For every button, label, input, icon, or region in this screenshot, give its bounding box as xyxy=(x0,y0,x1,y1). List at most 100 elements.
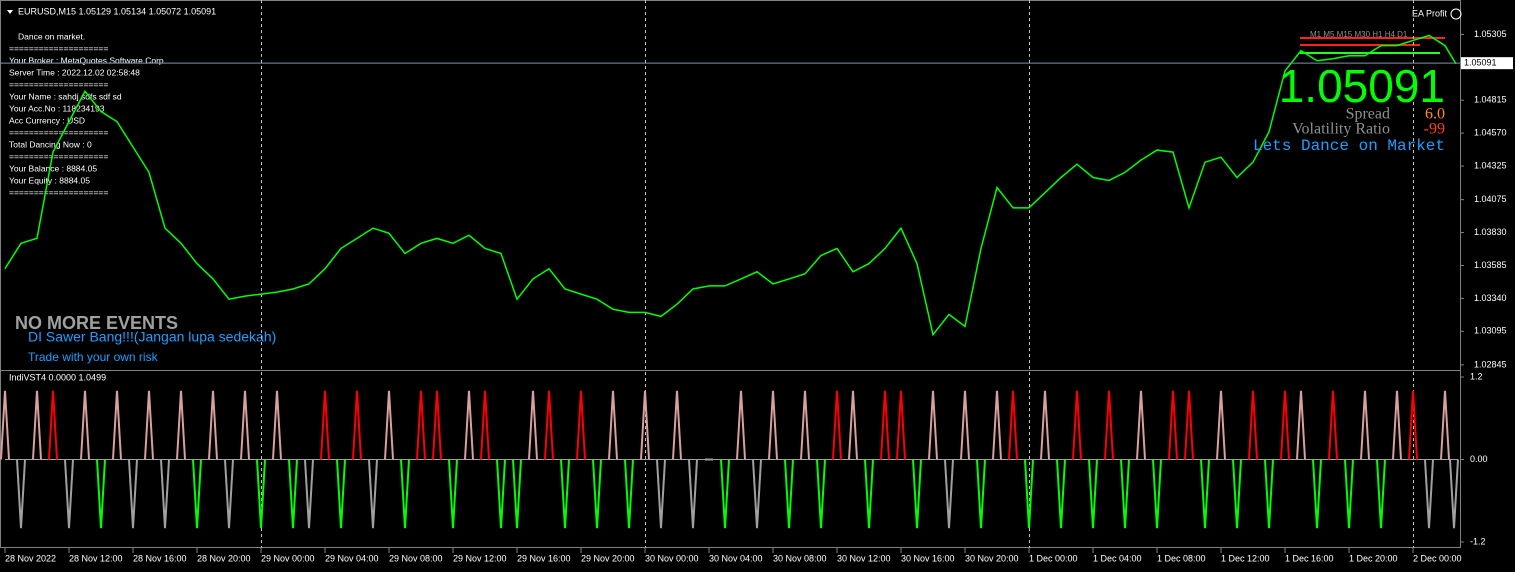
motto: Lets Dance on Market xyxy=(1253,137,1445,155)
x-tick-label: 28 Nov 16:00 xyxy=(133,553,187,563)
indicator-spike xyxy=(112,390,122,460)
info-line: Your Equity : 8884.05 xyxy=(9,175,90,185)
y-tick-label: 1.04570 xyxy=(1474,128,1507,138)
indicator-spike xyxy=(1312,459,1322,529)
indicator-spike xyxy=(1376,459,1386,529)
x-tick-label: 28 Nov 2022 xyxy=(5,553,56,563)
indicator-spike xyxy=(16,459,26,529)
x-tick-label: 30 Nov 00:00 xyxy=(645,553,699,563)
timeframes: M1 M5 M15 M30 H1 H4 D1 xyxy=(1310,30,1408,39)
indicator-spike xyxy=(1136,390,1146,460)
indicator-spike xyxy=(496,459,506,529)
indicator-spike xyxy=(656,459,666,529)
header: EURUSD,M15 1.05129 1.05134 1.05072 1.050… xyxy=(18,6,216,16)
indicator-spike xyxy=(480,390,490,460)
indicator-spike xyxy=(1264,459,1274,529)
indicator-spike xyxy=(192,459,202,529)
risk: Trade with your own risk xyxy=(28,350,159,364)
info-line: Your Broker : MetaQuotes Software Corp. xyxy=(9,55,166,65)
x-tick-label: 29 Nov 04:00 xyxy=(325,553,379,563)
indicator-spike xyxy=(992,390,1002,460)
indicator-spike xyxy=(592,459,602,529)
indicator-spike xyxy=(624,459,634,529)
x-tick-label: 30 Nov 04:00 xyxy=(709,553,763,563)
indicator-spike xyxy=(80,390,90,460)
volatility-label: Volatility Ratio xyxy=(1292,121,1390,138)
x-tick-label: 28 Nov 20:00 xyxy=(197,553,251,563)
indicator-spike xyxy=(1328,390,1338,460)
indicator-spike xyxy=(1200,459,1210,529)
x-tick-label: 29 Nov 12:00 xyxy=(453,553,507,563)
indicator-spike xyxy=(1232,459,1242,529)
indicator-spike xyxy=(256,459,266,529)
volatility: -99 xyxy=(1424,121,1445,138)
x-tick-label: 30 Nov 20:00 xyxy=(965,553,1019,563)
indicator-spike xyxy=(1104,390,1114,460)
y-tick-label: 1.04325 xyxy=(1474,160,1507,170)
smiley xyxy=(1450,8,1462,20)
indicator-spike xyxy=(736,390,746,460)
last-price-label: 1.05091 xyxy=(1464,58,1497,68)
x-tick-label: 1 Dec 04:00 xyxy=(1093,553,1142,563)
indicator-spike xyxy=(832,390,842,460)
note: DI Sawer Bang!!!(Jangan lupa sedekah) xyxy=(28,329,276,345)
menu-arrow[interactable] xyxy=(7,10,13,14)
x-tick-label: 29 Nov 00:00 xyxy=(261,553,315,563)
x-tick-label: 29 Nov 20:00 xyxy=(581,553,635,563)
info-line: ==================== xyxy=(9,127,108,137)
y-tick-label: 1.03340 xyxy=(1474,293,1507,303)
indicator-spike xyxy=(448,459,458,529)
big-price: 1.05091 xyxy=(1279,60,1445,112)
x-tick-label: 1 Dec 12:00 xyxy=(1221,553,1270,563)
indicator-spike xyxy=(1296,390,1306,460)
indicator-spike xyxy=(416,390,426,460)
indicator-spike xyxy=(272,390,282,460)
y-tick-label: 1.2 xyxy=(1470,371,1483,381)
info-line: Total Dancing Now : 0 xyxy=(9,139,92,149)
info-line: Your Acc.No : 118234193 xyxy=(9,103,105,113)
indicator-spike xyxy=(1088,459,1098,529)
indicator-spike xyxy=(800,390,810,460)
indicator-spike xyxy=(1040,390,1050,460)
indicator-spike xyxy=(960,390,970,460)
y-tick-label: 1.04075 xyxy=(1474,194,1507,204)
indicator-spike xyxy=(320,390,330,460)
y-tick-label: -1.2 xyxy=(1470,536,1486,546)
indicator-spike xyxy=(816,459,826,529)
indicator-spike xyxy=(1024,459,1034,529)
indicator-spike xyxy=(1152,459,1162,529)
y-tick-label: 1.03095 xyxy=(1474,326,1507,336)
x-tick-label: 1 Dec 20:00 xyxy=(1349,553,1398,563)
indicator-spike xyxy=(880,390,890,460)
y-tick-label: 1.02845 xyxy=(1474,359,1507,369)
indicator-spike xyxy=(1344,459,1354,529)
indicator-spike xyxy=(400,459,410,529)
frame xyxy=(0,0,1461,548)
indicator-spike xyxy=(368,459,378,529)
x-tick-label: 1 Dec 16:00 xyxy=(1285,553,1334,563)
x-tick-label: 29 Nov 16:00 xyxy=(517,553,571,563)
indicator-spike xyxy=(560,459,570,529)
ea-label: EA Profit xyxy=(1412,8,1448,18)
indicator-spike xyxy=(1120,459,1130,529)
indicator-spike xyxy=(1440,390,1450,460)
indicator-spike xyxy=(240,390,250,460)
indicator-spike xyxy=(784,459,794,529)
indicator-spike xyxy=(1449,459,1459,529)
y-tick-label: 0.00 xyxy=(1470,454,1488,464)
indicator-spike xyxy=(1168,390,1178,460)
info-line: Acc Currency : USD xyxy=(9,115,85,125)
indicator-spike xyxy=(1072,390,1082,460)
indicator-spike xyxy=(288,459,298,529)
indicator-spike xyxy=(32,390,42,460)
indicator-spike xyxy=(1392,390,1402,460)
indicator-spike xyxy=(1056,459,1066,529)
indicator-spike xyxy=(512,459,522,529)
info-line: ==================== xyxy=(9,43,108,53)
indicator-spike xyxy=(912,459,922,529)
indicator-spike xyxy=(48,390,58,460)
indicator-spike xyxy=(96,459,106,529)
y-tick-label: 1.05305 xyxy=(1474,29,1507,39)
